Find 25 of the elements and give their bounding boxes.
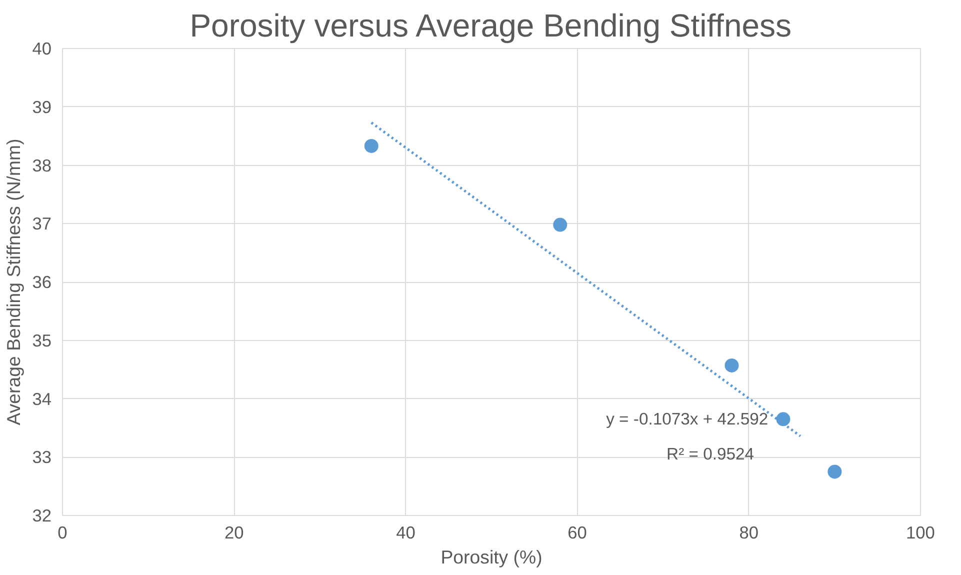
y-tick-label: 40 <box>32 38 52 58</box>
point <box>828 464 842 479</box>
point <box>553 218 568 232</box>
y-axis-title: Average Bending Stiffness (N/mm) <box>3 138 24 426</box>
point <box>724 358 739 372</box>
x-tick-label: 20 <box>224 522 244 542</box>
y-tick-label: 34 <box>32 388 52 409</box>
annotation: y = -0.1073x + 42.592 <box>606 410 768 429</box>
y-tick-label: 38 <box>32 155 52 176</box>
x-axis-title: Porosity (%) <box>440 546 542 568</box>
x-tick-label: 100 <box>906 522 935 542</box>
chart-title: Porosity versus Average Bending Stiffness <box>190 8 792 44</box>
y-tick-label: 39 <box>32 96 52 117</box>
point <box>364 139 378 153</box>
x-tick-label: 80 <box>739 522 759 542</box>
y-tick-label: 36 <box>32 272 52 292</box>
x-tick-label: 60 <box>568 522 587 542</box>
x-tick-label: 0 <box>58 522 68 542</box>
point <box>776 412 790 426</box>
y-tick-label: 35 <box>32 330 52 350</box>
x-tick-label: 40 <box>396 522 416 542</box>
y-tick-label: 32 <box>32 506 52 526</box>
y-tick-label: 37 <box>32 214 52 234</box>
annotation: R² = 0.9524 <box>666 444 754 464</box>
y-tick-label: 33 <box>32 447 52 468</box>
